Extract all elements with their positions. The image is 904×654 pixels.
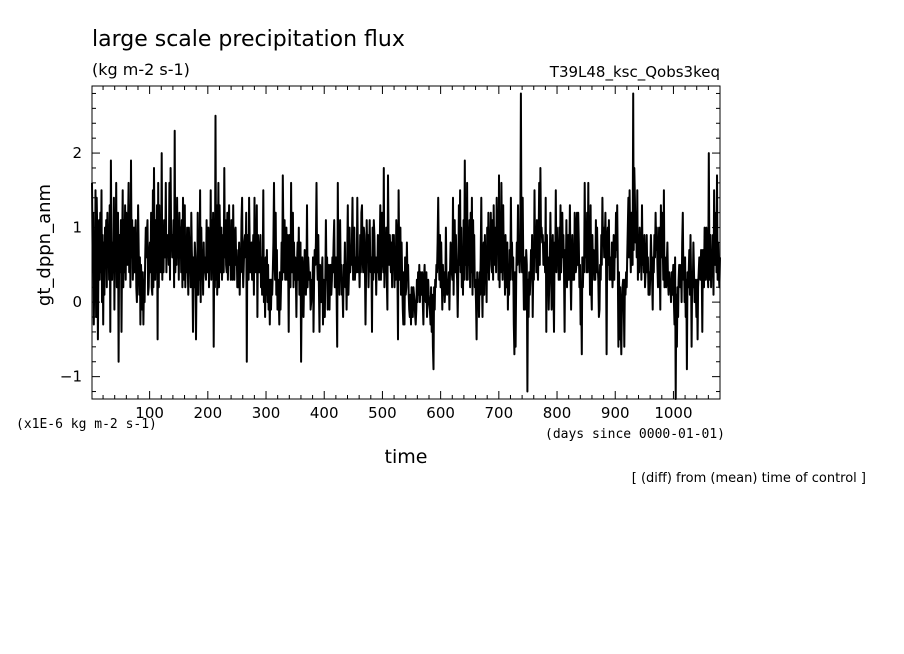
y-tick-label: −1	[60, 368, 82, 386]
x-tick-label: 900	[601, 404, 630, 422]
x-tick-label: 200	[194, 404, 223, 422]
footnote: [ (diff) from (mean) time of control ]	[632, 471, 866, 486]
y-tick-label: 2	[72, 144, 82, 162]
y-tick-label: 0	[72, 293, 82, 311]
x-tick-label: 500	[368, 404, 397, 422]
y-axis-label: gt_dppn_anm	[34, 184, 55, 306]
x-tick-label: 100	[135, 404, 164, 422]
x-axis-label: time	[385, 446, 428, 468]
plot-area: 100 200 300 400 500 600 700 800 900 1000 −1 0 1 2	[60, 85, 721, 422]
series-line	[91, 92, 721, 400]
chart-title: large scale precipitation flux	[92, 27, 405, 52]
y-tick-label: 1	[72, 219, 82, 237]
x-tick-label: 300	[252, 404, 281, 422]
x-tick-label: 600	[426, 404, 455, 422]
x-tick-label: 400	[310, 404, 339, 422]
x-tick-label: 700	[485, 404, 514, 422]
run-name: T39L48_ksc_Qobs3keq	[549, 63, 720, 82]
x-tick-label: 1000	[654, 404, 692, 422]
y-scale-note: (x1E-6 kg m-2 s-1)	[16, 417, 157, 432]
x-units-note: (days since 0000-01-01)	[545, 427, 725, 442]
x-tick-labels: 100 200 300 400 500 600 700 800 900 1000	[135, 404, 692, 422]
chart-units: (kg m-2 s-1)	[92, 60, 190, 79]
y-tick-labels: −1 0 1 2	[60, 144, 82, 386]
x-tick-label: 800	[543, 404, 572, 422]
